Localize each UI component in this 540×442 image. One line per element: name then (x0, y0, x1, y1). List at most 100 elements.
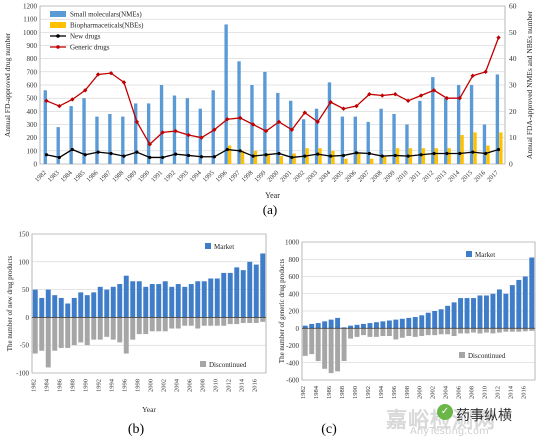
x-tick-label: 1986 (326, 385, 333, 399)
bar-market (97, 286, 103, 318)
panel-b-label: (b) (128, 422, 145, 437)
bar-discontinued (522, 328, 528, 332)
bar-market (214, 278, 220, 318)
bar-small-molecular (95, 116, 99, 164)
x-tick-label: 1984 (43, 378, 50, 392)
bar-market (477, 295, 483, 329)
point-new-drugs (148, 155, 152, 160)
x-tick-label: 2007 (357, 169, 372, 184)
bar-market (208, 278, 214, 318)
x-tick-label: 1990 (82, 379, 89, 392)
bar-small-molecular (146, 103, 151, 164)
bar-discontinued (39, 317, 45, 351)
y-tick-label: -200 (286, 342, 299, 350)
point-generic-drugs (289, 127, 295, 132)
x-tick-label: 1998 (404, 386, 411, 399)
bar-market (58, 297, 64, 318)
bar-discontinued (201, 317, 207, 326)
bar-market (240, 270, 246, 318)
bar-discontinued (438, 328, 444, 335)
point-new-drugs (83, 153, 87, 157)
x-tick-label: 2010 (481, 386, 488, 399)
x-tick-label: 2016 (473, 169, 488, 184)
left-tick-label: 300 (27, 121, 38, 129)
point-new-drugs (251, 154, 255, 158)
bar-discontinued (143, 317, 149, 335)
legend-swatch (50, 22, 66, 28)
point-new-drugs (174, 152, 178, 156)
left-axis-title: Annual FD-approved drug number (3, 32, 12, 137)
x-tick-label: 1995 (202, 169, 216, 183)
point-new-drugs (432, 151, 436, 156)
bar-biopharmaceutical (279, 156, 283, 164)
bar-market (348, 325, 354, 329)
point-generic-drugs (134, 119, 140, 125)
bar-market (110, 286, 116, 318)
panel-c-label: (c) (321, 422, 337, 437)
bar-small-molecular (198, 108, 202, 164)
bar-market (367, 323, 373, 329)
bar-discontinued (341, 328, 347, 362)
bar-small-molecular (69, 106, 73, 164)
bar-discontinued (110, 317, 116, 340)
x-tick-label: 2005 (331, 169, 345, 183)
bar-market (39, 297, 45, 318)
x-tick-label: 1998 (240, 169, 254, 183)
x-tick-label: 1988 (111, 169, 125, 183)
point-generic-drugs (250, 122, 256, 127)
y-tick-label: -400 (286, 359, 299, 367)
point-new-drugs (419, 153, 423, 157)
bar-market (65, 303, 71, 318)
point-generic-drugs (354, 103, 359, 109)
watermark-account: 药事纵横 (456, 408, 512, 424)
bar-market (117, 284, 123, 318)
bar-discontinued (175, 317, 181, 329)
bar-market (406, 317, 412, 329)
bar-market (464, 298, 470, 329)
legend-marker (56, 34, 60, 38)
right-tick-label: 20 (509, 107, 517, 116)
bar-market (490, 293, 496, 329)
bar-discontinued (97, 317, 103, 340)
bar-small-molecular (495, 74, 500, 164)
bar-discontinued (162, 317, 168, 332)
right-tick-label: 60 (509, 2, 517, 11)
bar-market (354, 324, 360, 329)
legend-swatch-discontinued (200, 361, 206, 367)
bar-market (445, 305, 451, 329)
y-tick-label: 0 (296, 325, 300, 333)
point-new-drugs (406, 154, 410, 158)
y-tick-label: 600 (289, 273, 300, 281)
bar-market (451, 302, 457, 329)
bar-discontinued (123, 317, 129, 354)
y-tick-label: 0 (26, 314, 30, 322)
bar-discontinued (490, 328, 496, 334)
x-tick-label: 2003 (305, 169, 319, 183)
bar-market (315, 323, 321, 329)
legend-swatch-market (205, 243, 211, 249)
bar-market (412, 317, 418, 329)
x-tick-label: 1996 (215, 169, 230, 184)
bar-discontinued (309, 328, 315, 355)
x-tick-label: 2017 (486, 169, 501, 184)
legend-label-discontinued: Discontinued (209, 361, 247, 369)
x-tick-label: 2008 (469, 386, 476, 399)
bar-market (169, 286, 175, 318)
x-axis-title: Year (265, 191, 280, 200)
legend-swatch-discontinued (459, 352, 465, 358)
bar-small-molecular (172, 95, 177, 164)
point-new-drugs (316, 152, 320, 156)
bar-small-molecular (353, 116, 357, 164)
point-generic-drugs (238, 115, 243, 121)
y-tick-label: 100 (19, 258, 30, 266)
x-tick-label: 2002 (160, 379, 167, 392)
bar-discontinued (195, 317, 201, 329)
bar-discontinued (71, 317, 77, 346)
right-tick-label: 0 (509, 160, 513, 169)
x-tick-label: 1983 (47, 169, 61, 183)
bar-discontinued (367, 328, 373, 337)
point-generic-drugs (483, 69, 488, 75)
bar-market (380, 321, 386, 329)
bar-discontinued (169, 317, 175, 329)
bar-discontinued (52, 317, 58, 351)
